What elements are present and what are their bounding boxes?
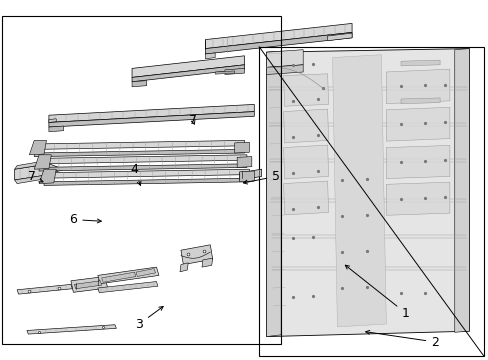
Polygon shape bbox=[39, 164, 246, 171]
Text: 2: 2 bbox=[365, 330, 438, 348]
Polygon shape bbox=[386, 69, 449, 104]
Polygon shape bbox=[283, 74, 328, 106]
Polygon shape bbox=[266, 65, 303, 75]
Polygon shape bbox=[44, 178, 249, 185]
Polygon shape bbox=[239, 171, 254, 182]
Polygon shape bbox=[205, 23, 351, 49]
Polygon shape bbox=[98, 282, 158, 293]
Polygon shape bbox=[283, 181, 328, 215]
Polygon shape bbox=[180, 263, 188, 272]
Polygon shape bbox=[332, 55, 386, 327]
Polygon shape bbox=[283, 109, 328, 143]
Polygon shape bbox=[136, 269, 155, 276]
Polygon shape bbox=[386, 107, 449, 141]
Polygon shape bbox=[17, 284, 72, 294]
Polygon shape bbox=[49, 104, 254, 122]
Polygon shape bbox=[49, 119, 56, 122]
Polygon shape bbox=[15, 175, 49, 184]
Polygon shape bbox=[205, 32, 351, 54]
Text: 6: 6 bbox=[69, 213, 101, 226]
Polygon shape bbox=[132, 56, 244, 77]
Polygon shape bbox=[181, 245, 212, 265]
Text: 3: 3 bbox=[135, 306, 163, 330]
Polygon shape bbox=[386, 145, 449, 179]
Polygon shape bbox=[15, 160, 49, 169]
Text: 4: 4 bbox=[130, 163, 141, 185]
Polygon shape bbox=[215, 71, 234, 74]
Polygon shape bbox=[39, 169, 56, 184]
Text: 7: 7 bbox=[28, 170, 43, 183]
Polygon shape bbox=[266, 49, 468, 337]
Polygon shape bbox=[34, 149, 244, 157]
Bar bbox=[2, 16, 281, 344]
Polygon shape bbox=[205, 53, 215, 59]
Polygon shape bbox=[71, 276, 107, 292]
Polygon shape bbox=[234, 142, 249, 153]
Polygon shape bbox=[454, 49, 468, 332]
Text: 1: 1 bbox=[345, 265, 409, 320]
Polygon shape bbox=[34, 155, 51, 169]
Polygon shape bbox=[327, 33, 351, 41]
Polygon shape bbox=[44, 169, 249, 178]
Polygon shape bbox=[400, 60, 439, 66]
Polygon shape bbox=[266, 50, 303, 67]
Polygon shape bbox=[15, 164, 63, 180]
Polygon shape bbox=[49, 126, 63, 132]
Polygon shape bbox=[400, 98, 439, 104]
Polygon shape bbox=[49, 112, 254, 127]
Text: 7: 7 bbox=[189, 114, 197, 127]
Polygon shape bbox=[283, 145, 328, 179]
Polygon shape bbox=[132, 81, 146, 87]
Polygon shape bbox=[27, 325, 116, 334]
Polygon shape bbox=[98, 267, 159, 284]
Polygon shape bbox=[266, 51, 281, 337]
Polygon shape bbox=[386, 182, 449, 215]
Polygon shape bbox=[237, 157, 251, 167]
Polygon shape bbox=[29, 140, 46, 155]
Polygon shape bbox=[202, 258, 212, 267]
Polygon shape bbox=[102, 272, 136, 282]
Polygon shape bbox=[224, 68, 244, 75]
Polygon shape bbox=[239, 169, 261, 180]
Polygon shape bbox=[74, 281, 102, 289]
Polygon shape bbox=[34, 140, 244, 149]
Text: 5: 5 bbox=[243, 170, 280, 184]
Bar bbox=[259, 47, 483, 356]
Polygon shape bbox=[132, 65, 244, 82]
Polygon shape bbox=[39, 155, 246, 164]
